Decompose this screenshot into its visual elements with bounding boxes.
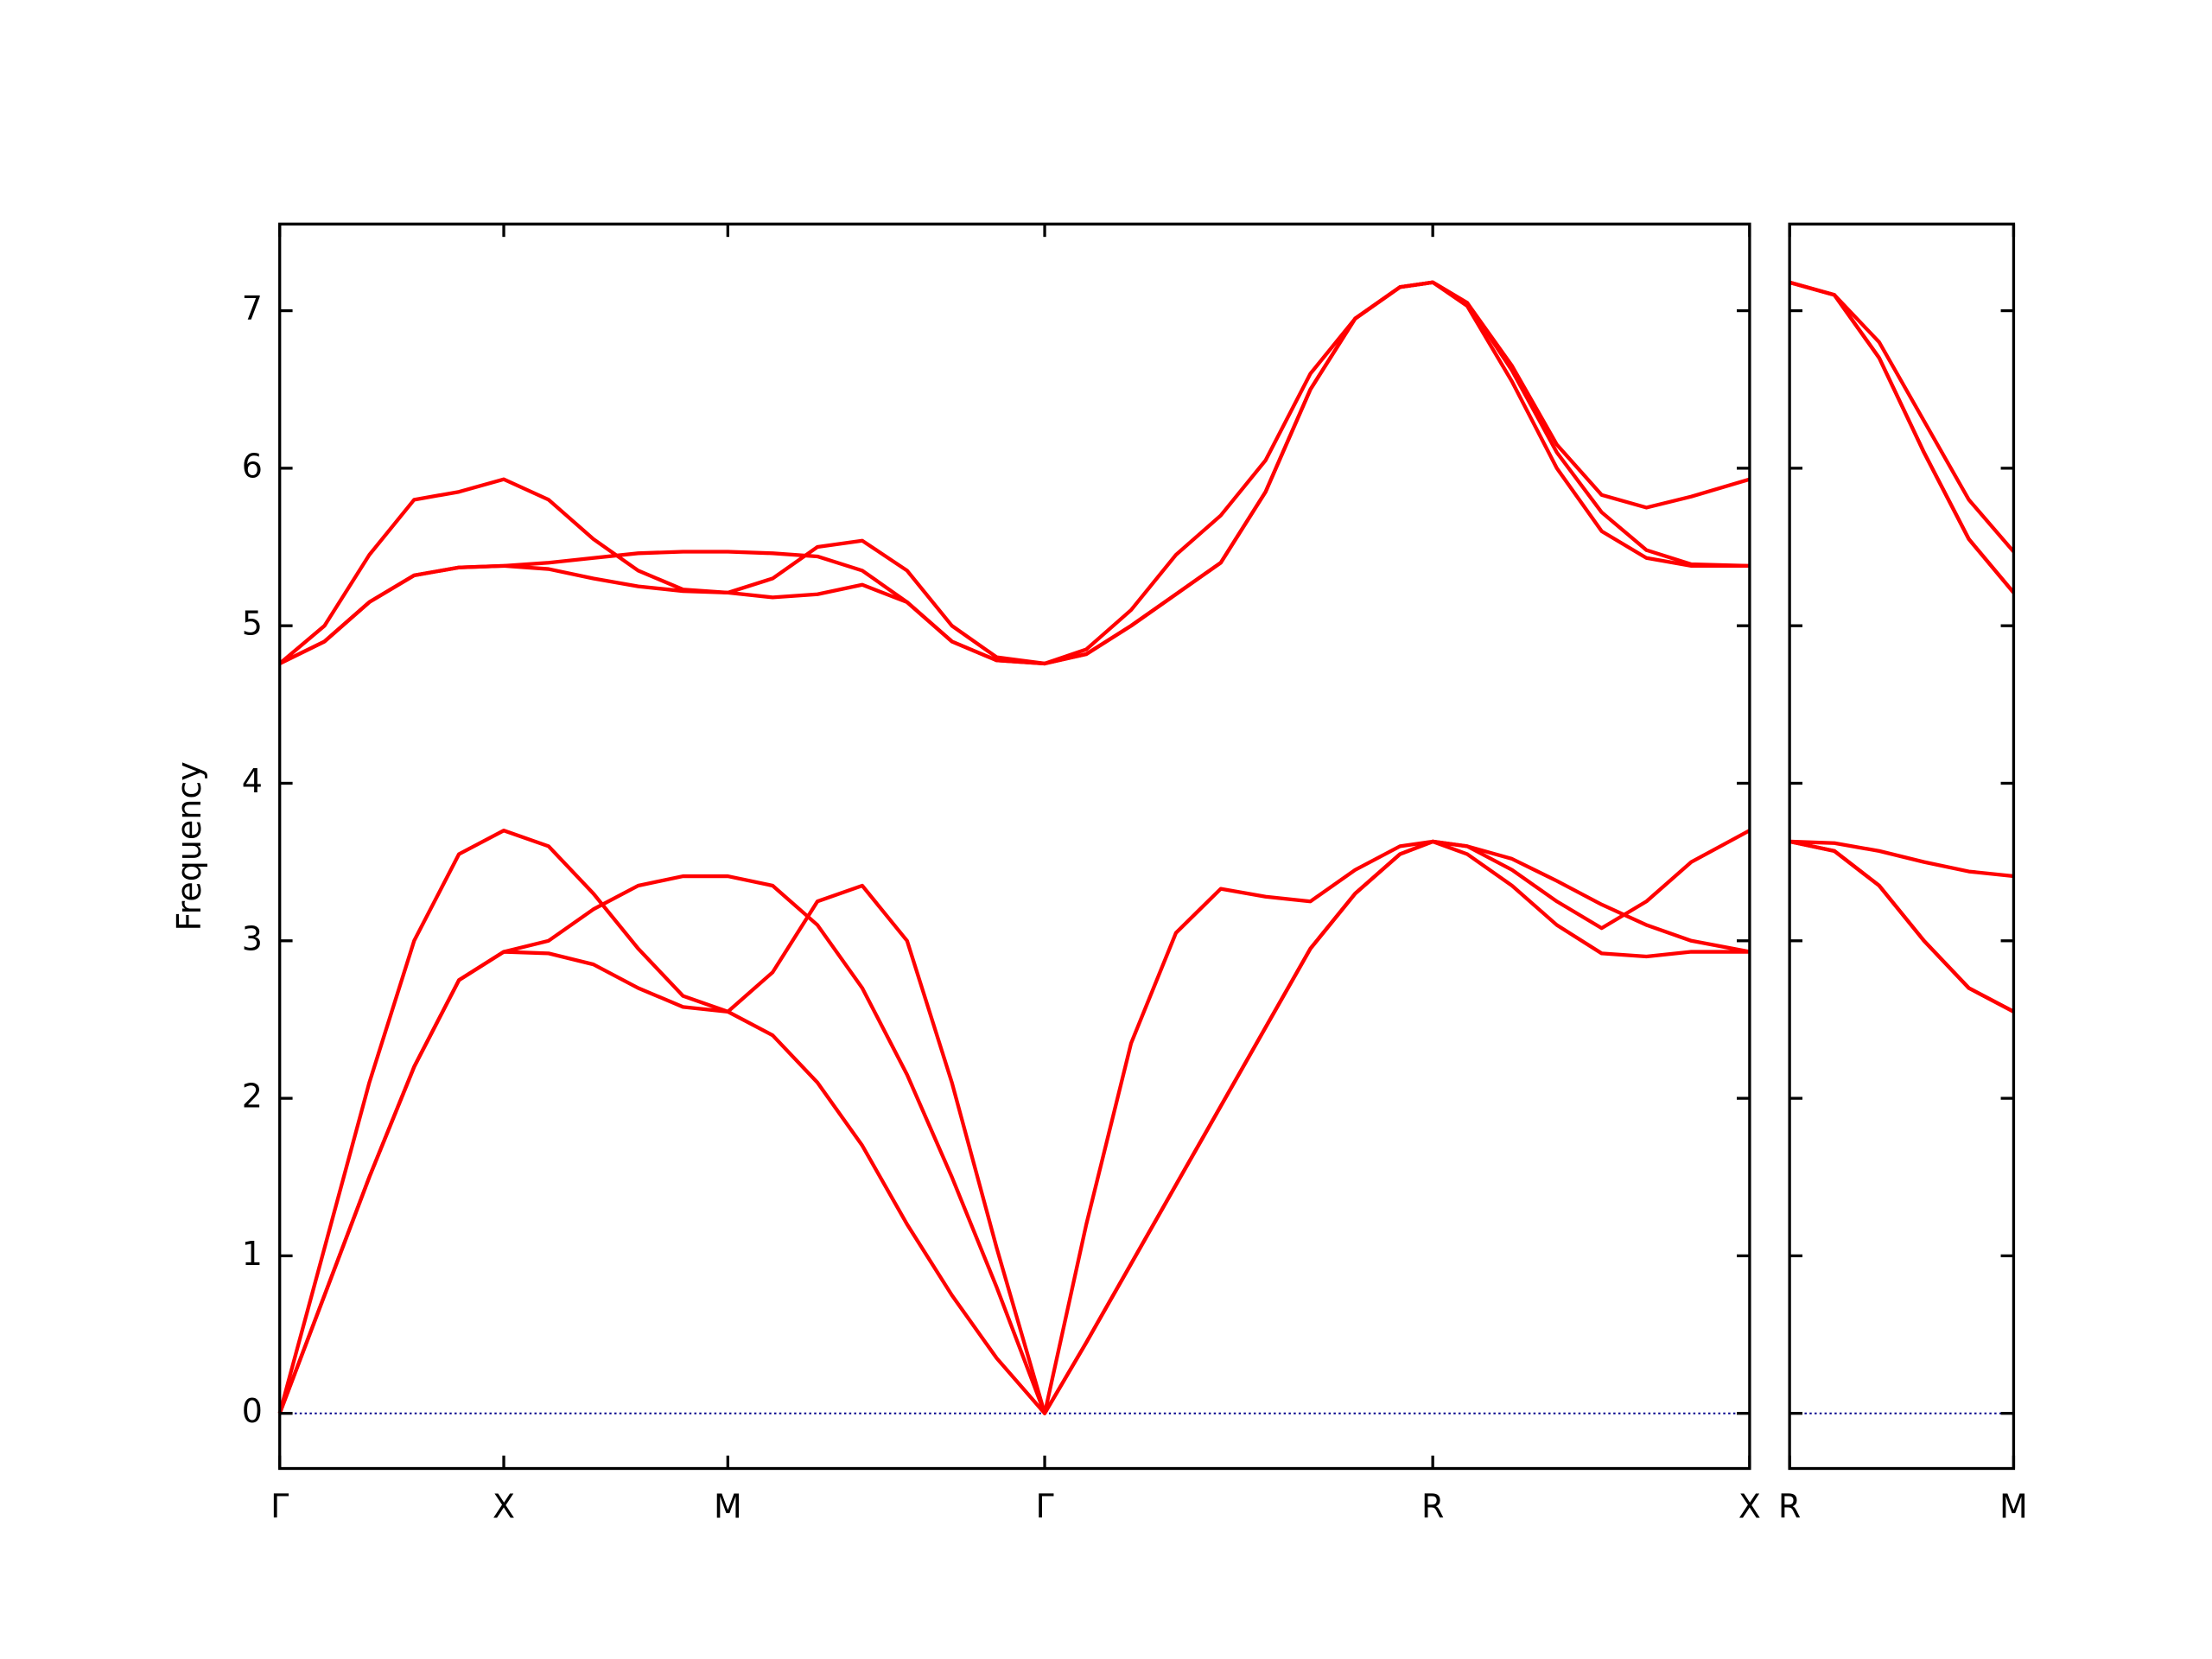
y-tick-label: 2	[242, 1077, 263, 1116]
band-line	[1789, 280, 2016, 594]
y-tick-label: 7	[242, 289, 263, 327]
y-tick-label: 6	[242, 447, 263, 485]
band-line	[278, 280, 1750, 666]
band-line	[278, 280, 1751, 666]
y-tick-label: 4	[242, 762, 263, 800]
band-line	[277, 839, 1750, 1415]
x-tick-label: M	[714, 1487, 742, 1525]
y-tick-label: 1	[242, 1235, 263, 1273]
y-axis-label: Frequency	[170, 761, 208, 931]
band-line	[1789, 839, 2015, 1014]
y-tick-label: 5	[242, 605, 263, 643]
band-line	[1789, 280, 2016, 553]
x-tick-label: Γ	[270, 1487, 289, 1525]
band-line	[1789, 839, 2015, 1014]
x-tick-label: X	[1738, 1487, 1761, 1525]
band-line	[277, 839, 1751, 1415]
x-tick-label: M	[1999, 1487, 2028, 1525]
x-tick-label: R	[1421, 1487, 1444, 1525]
y-tick-label: 0	[242, 1392, 263, 1430]
x-tick-label: R	[1778, 1487, 1801, 1525]
x-tick-label: Γ	[1035, 1487, 1053, 1525]
plot-frame	[278, 222, 1751, 1471]
band-line	[277, 829, 1751, 1415]
x-tick-label: X	[493, 1487, 515, 1525]
plot-frame	[1788, 222, 2016, 1471]
band-line	[1789, 280, 2016, 594]
y-tick-label: 3	[242, 919, 263, 957]
band-line	[278, 280, 1750, 666]
band-line	[1789, 839, 2014, 879]
